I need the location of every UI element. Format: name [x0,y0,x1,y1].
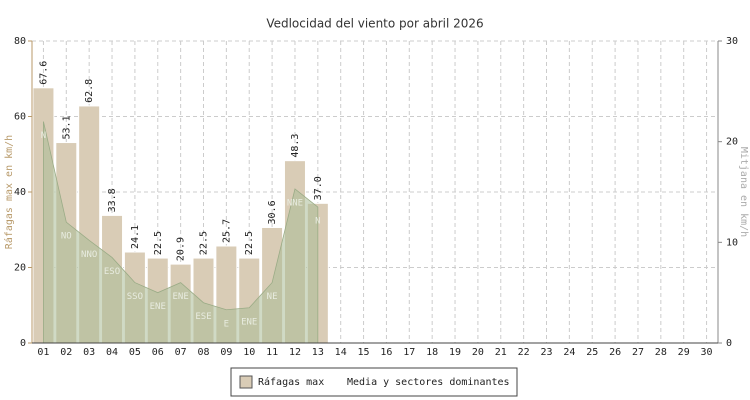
x-tick-label: 04 [106,347,118,358]
sector-label: N [41,131,46,141]
value-label: 33.8 [107,188,118,212]
sector-label: ESO [104,267,120,277]
y2-tick-label: 30 [726,36,738,47]
value-label: 25.7 [221,219,232,243]
y-tick-label: 20 [14,263,26,274]
x-tick-label: 12 [289,347,301,358]
value-label: 48.3 [290,134,301,158]
y2-tick-label: 20 [726,137,738,148]
value-label: 67.6 [38,61,49,85]
sector-label: E [224,319,229,329]
legend-swatch [239,375,253,389]
y-tick-label: 60 [14,112,26,123]
x-tick-label: 03 [83,347,95,358]
legend-label: Media y sectores dominantes [347,377,510,388]
x-tick-label: 25 [586,347,598,358]
mean-area [43,121,319,344]
x-tick-label: 30 [701,347,713,358]
value-label: 30.6 [267,200,278,224]
x-tick-label: 07 [175,347,187,358]
sector-label: NO [61,232,72,242]
y-tick-label: 80 [14,36,26,47]
sector-label: NNE [287,198,303,208]
sector-label: NNO [81,250,97,260]
x-tick-label: 17 [403,347,415,358]
value-label: 37.0 [313,176,324,200]
y-tick-label: 0 [20,338,26,349]
y-axis-label: Ráfagas max en km/h [3,135,15,249]
x-tick-label: 22 [518,347,530,358]
value-label: 62.8 [84,79,95,103]
x-tick-label: 20 [472,347,484,358]
sector-label: ESE [195,312,211,322]
x-tick-label: 13 [312,347,324,358]
x-tick-label: 05 [129,347,141,358]
value-label: 53.1 [61,115,72,139]
value-label: 22.5 [199,231,210,255]
x-tick-label: 09 [220,347,232,358]
x-tick-label: 10 [243,347,255,358]
chart-title: Vedlocidad del viento por abril 2026 [266,17,483,31]
x-tick-label: 29 [678,347,690,358]
value-label: 22.5 [153,231,164,255]
x-tick-label: 08 [197,347,209,358]
y2-axis-label: Mitjana en km/h [738,147,749,237]
legend-box [230,367,518,397]
sector-label: ENE [241,317,257,327]
x-tick-label: 14 [335,347,347,358]
x-tick-label: 15 [358,347,370,358]
sector-label: ENE [173,292,189,302]
x-tick-label: 19 [449,347,461,358]
x-tick-label: 27 [632,347,644,358]
sector-label: ENE [150,302,166,312]
sector-label: N [315,217,320,227]
legend-label: Ráfagas max [258,376,324,388]
x-tick-label: 28 [655,347,667,358]
x-tick-label: 18 [426,347,438,358]
sector-label: NE [267,292,278,302]
x-tick-label: 24 [563,347,575,358]
value-label: 22.5 [244,231,255,255]
sector-label: SSO [127,292,143,302]
x-tick-label: 11 [266,347,278,358]
x-tick-label: 01 [37,347,49,358]
x-tick-label: 23 [540,347,552,358]
x-tick-label: 02 [60,347,72,358]
x-tick-label: 21 [495,347,507,358]
x-tick-label: 16 [380,347,392,358]
x-tick-label: 26 [609,347,621,358]
x-tick-label: 06 [152,347,164,358]
y2-tick-label: 10 [726,237,738,248]
y2-tick-label: 0 [726,338,732,349]
value-label: 24.1 [130,225,141,249]
value-label: 20.9 [176,237,187,261]
y-tick-label: 40 [14,187,26,198]
